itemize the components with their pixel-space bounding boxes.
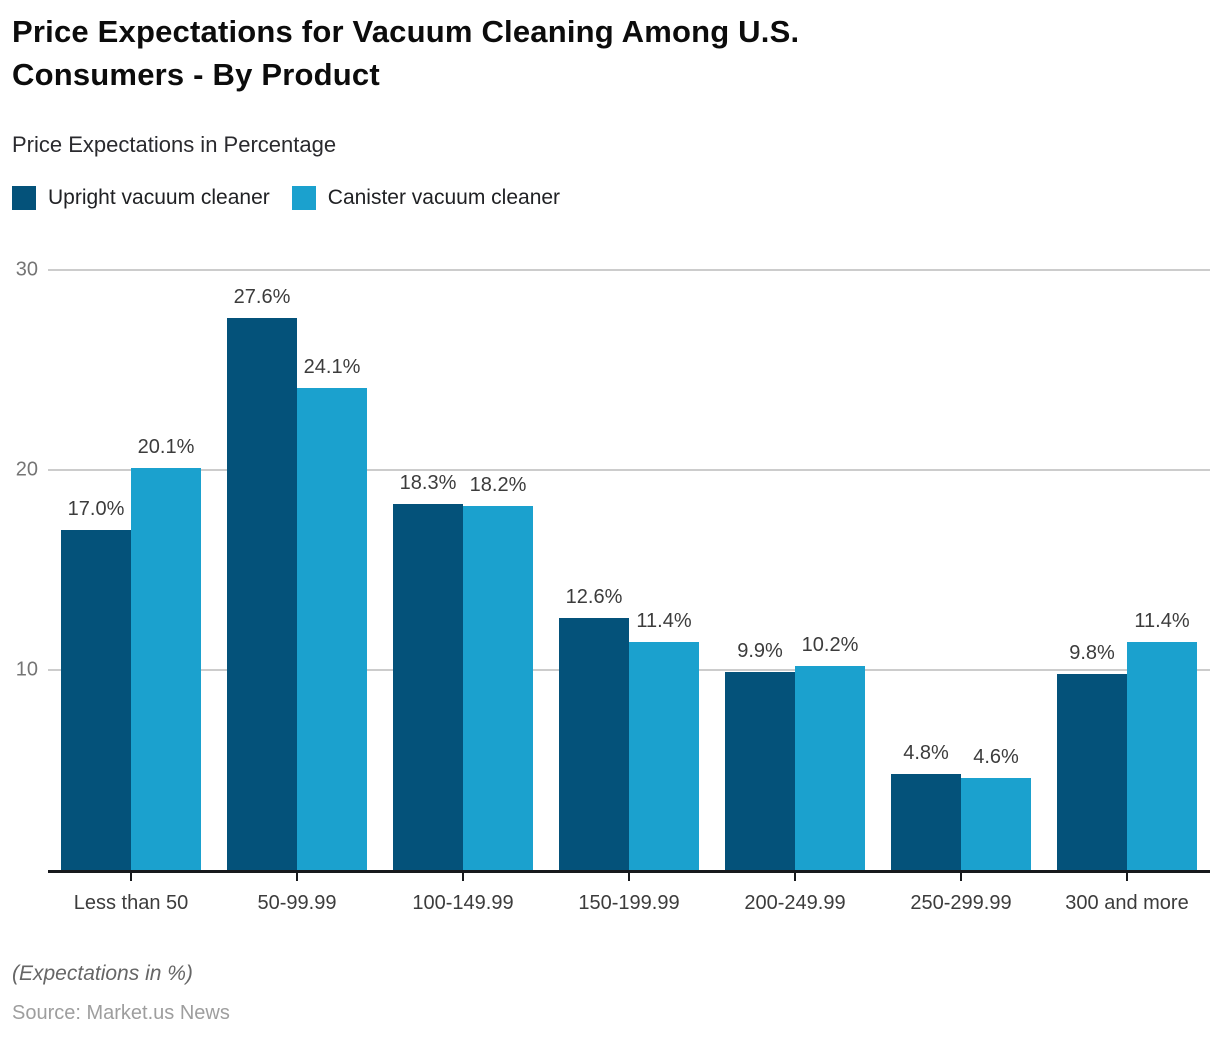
bar xyxy=(131,468,201,870)
chart-subtitle: Price Expectations in Percentage xyxy=(12,132,337,157)
x-axis-cell: 50-99.99 xyxy=(214,873,380,915)
legend-item-canister: Canister vacuum cleaner xyxy=(291,186,561,210)
legend: Upright vacuum cleaner Canister vacuum cl… xyxy=(12,186,560,210)
footnote: (Expectations in %) xyxy=(12,962,193,985)
x-axis-cell: 100-149.99 xyxy=(380,873,546,915)
bar-group: 17.0% 20.1% xyxy=(48,270,214,870)
x-axis: Less than 50 50-99.99 100-149.99 150-199.99… xyxy=(48,873,1210,915)
axis-tick xyxy=(1126,873,1128,881)
bar-column: 4.6% xyxy=(961,270,1031,870)
bar-column: 18.3% xyxy=(393,270,463,870)
legend-label: Upright vacuum cleaner xyxy=(48,186,270,209)
bar-column: 4.8% xyxy=(891,270,961,870)
x-axis-label: 150-199.99 xyxy=(578,892,680,914)
axis-tick xyxy=(296,873,298,881)
x-axis-label: 300 and more xyxy=(1065,892,1189,914)
bar-group: 27.6% 24.1% xyxy=(214,270,380,870)
bar-group: 9.8% 11.4% xyxy=(1044,270,1210,870)
legend-item-upright: Upright vacuum cleaner xyxy=(12,186,270,210)
legend-swatch-icon xyxy=(291,186,316,210)
bar-column: 18.2% xyxy=(463,270,533,870)
bar-column: 17.0% xyxy=(61,270,131,870)
gridline xyxy=(48,469,1210,471)
x-axis-cell: 150-199.99 xyxy=(546,873,712,915)
chart-title-line-2: Consumers - By Product xyxy=(12,57,380,92)
gridline xyxy=(48,269,1210,271)
axis-tick xyxy=(960,873,962,881)
legend-label: Canister vacuum cleaner xyxy=(327,186,561,209)
chart-title: Price Expectations for Vacuum Cleaning A… xyxy=(12,10,1202,96)
bar-value-label: 4.6% xyxy=(973,746,1019,768)
bar-column: 12.6% xyxy=(559,270,629,870)
bar-column: 27.6% xyxy=(227,270,297,870)
bar xyxy=(1057,674,1127,870)
bar-value-label: 18.2% xyxy=(469,474,527,496)
legend-swatch-icon xyxy=(12,186,36,210)
bar xyxy=(1127,642,1197,870)
bar-column: 20.1% xyxy=(131,270,201,870)
bar-column: 24.1% xyxy=(297,270,367,870)
axis-tick xyxy=(462,873,464,881)
bar-column: 9.9% xyxy=(725,270,795,870)
bar-value-label: 11.4% xyxy=(636,610,692,632)
x-axis-cell: 200-249.99 xyxy=(712,873,878,915)
y-axis-label: 10 xyxy=(15,658,38,681)
bar xyxy=(463,506,533,870)
bar xyxy=(559,618,629,870)
bar-value-label: 17.0% xyxy=(67,498,125,520)
bar xyxy=(227,318,297,870)
bar-value-label: 9.9% xyxy=(737,640,783,662)
axis-tick xyxy=(130,873,132,881)
x-axis-label: Less than 50 xyxy=(73,892,189,914)
bar-value-label: 12.6% xyxy=(565,586,623,608)
x-axis-label: 200-249.99 xyxy=(744,892,846,914)
bar xyxy=(393,504,463,870)
x-axis-label: 50-99.99 xyxy=(257,892,337,914)
bar xyxy=(61,530,131,870)
plot-area: 17.0% 20.1% 27.6% 24.1% 18.3% 18.2% 12.6% 11.4%… xyxy=(48,270,1210,870)
bar-value-label: 27.6% xyxy=(233,286,291,308)
x-axis-label: 250-299.99 xyxy=(910,892,1012,914)
bar xyxy=(961,778,1031,870)
bar xyxy=(891,774,961,870)
bar-value-label: 4.8% xyxy=(903,742,949,764)
x-axis-label: 100-149.99 xyxy=(412,892,514,914)
bar-value-label: 24.1% xyxy=(303,356,361,378)
bar-group: 9.9% 10.2% xyxy=(712,270,878,870)
bar-group: 18.3% 18.2% xyxy=(380,270,546,870)
axis-tick xyxy=(794,873,796,881)
bar-column: 11.4% xyxy=(629,270,699,870)
bar-column: 10.2% xyxy=(795,270,865,870)
source-text: Source: Market.us News xyxy=(12,1002,230,1024)
bar-value-label: 10.2% xyxy=(801,634,859,656)
bar xyxy=(725,672,795,870)
bar xyxy=(297,388,367,870)
axis-tick xyxy=(628,873,630,881)
x-axis-cell: 250-299.99 xyxy=(878,873,1044,915)
bar xyxy=(629,642,699,870)
bar-column: 9.8% xyxy=(1057,270,1127,870)
bar-value-label: 18.3% xyxy=(399,472,457,494)
y-axis-label: 20 xyxy=(15,458,38,481)
x-axis-cell: 300 and more xyxy=(1044,873,1210,915)
bar-value-label: 20.1% xyxy=(137,436,195,458)
x-axis-cell: Less than 50 xyxy=(48,873,214,915)
bar-column: 11.4% xyxy=(1127,270,1197,870)
x-axis-line xyxy=(48,870,1210,873)
bar-chart: 10 20 30 17.0% 20.1% 27.6% 24.1% 18.3% 18.2% 12.6… xyxy=(0,259,1220,920)
bar-value-label: 9.8% xyxy=(1069,642,1115,664)
bar-group: 4.8% 4.6% xyxy=(878,270,1044,870)
bar-group: 12.6% 11.4% xyxy=(546,270,712,870)
chart-title-line-1: Price Expectations for Vacuum Cleaning A… xyxy=(12,14,800,49)
bar xyxy=(795,666,865,870)
y-axis-label: 30 xyxy=(15,258,38,281)
bar-value-label: 11.4% xyxy=(1134,610,1190,632)
